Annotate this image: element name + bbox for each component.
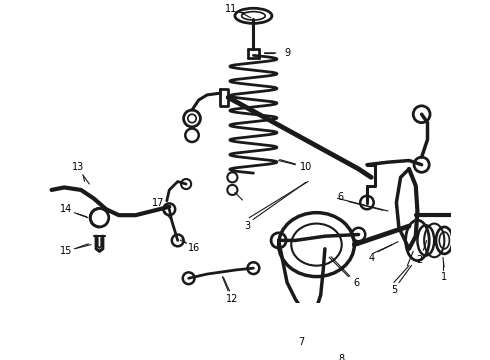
Text: 8: 8 <box>339 354 345 360</box>
Text: 10: 10 <box>300 162 313 172</box>
Text: 6: 6 <box>337 192 343 202</box>
Text: 7: 7 <box>298 337 304 347</box>
Text: 4: 4 <box>368 253 374 263</box>
Text: 9: 9 <box>284 48 290 58</box>
Text: 1: 1 <box>441 271 447 282</box>
Text: 11: 11 <box>224 4 237 14</box>
Text: 5: 5 <box>391 285 397 295</box>
Text: 2: 2 <box>416 255 422 265</box>
Text: 6: 6 <box>354 278 360 288</box>
Text: 14: 14 <box>60 204 72 214</box>
Text: 17: 17 <box>152 198 165 208</box>
Text: 13: 13 <box>73 162 85 172</box>
Text: 12: 12 <box>226 294 239 304</box>
Text: 3: 3 <box>245 221 250 231</box>
Text: 16: 16 <box>188 243 200 253</box>
Text: 15: 15 <box>60 246 72 256</box>
